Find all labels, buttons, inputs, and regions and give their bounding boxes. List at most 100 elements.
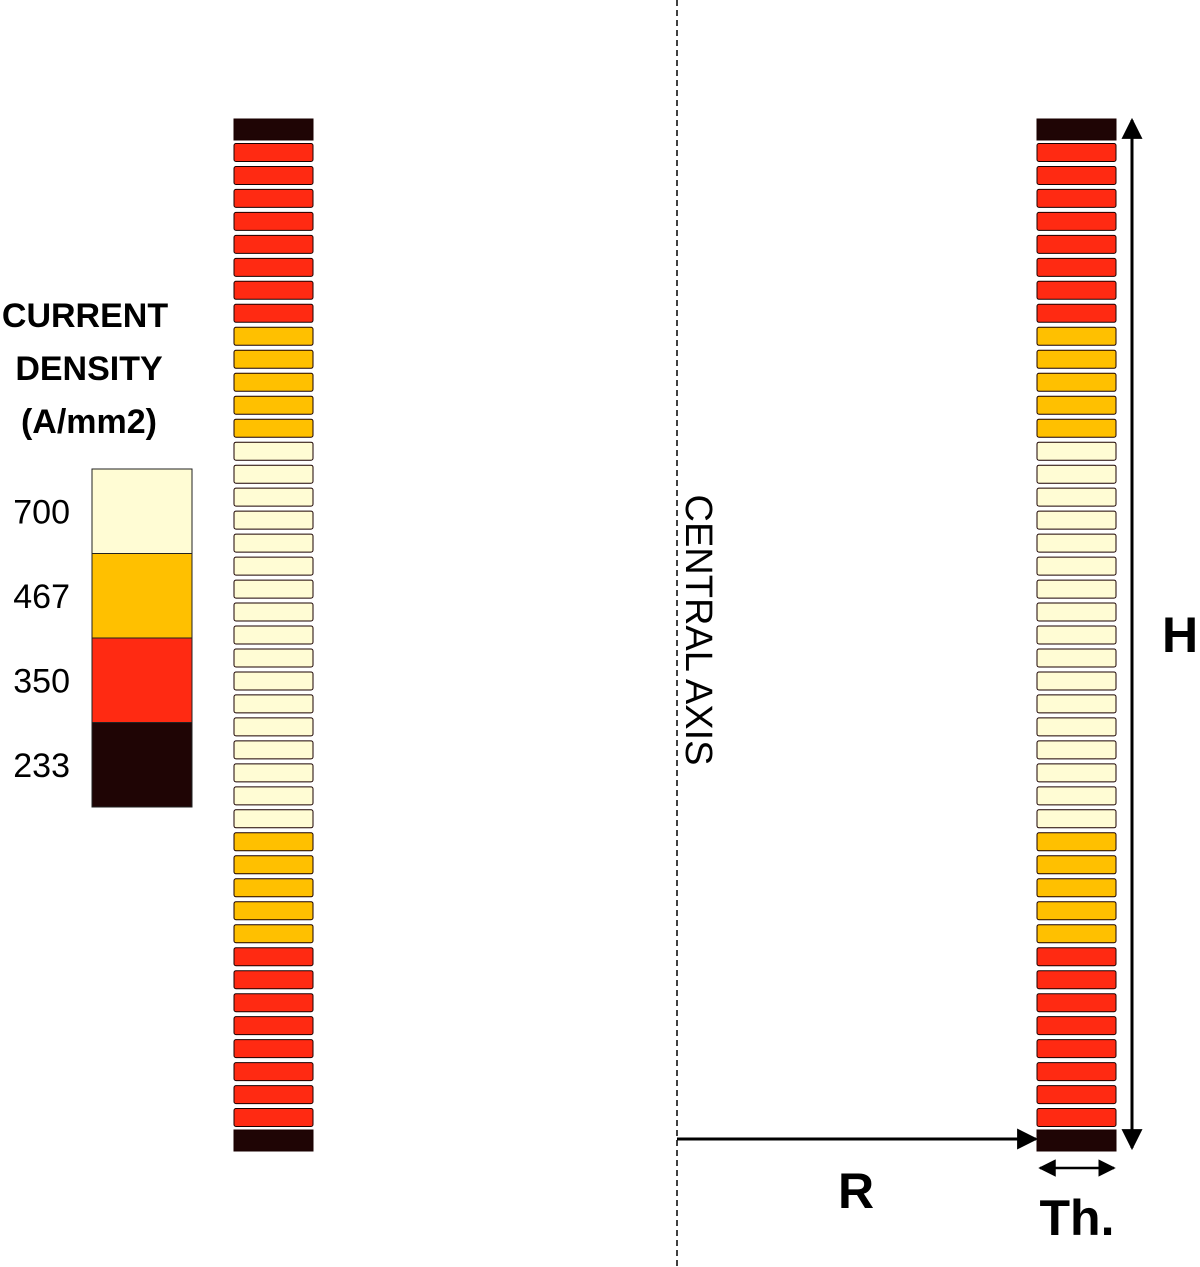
right-pancake-2 xyxy=(1036,143,1117,162)
legend-value-700: 700 xyxy=(13,493,70,531)
legend-title-line-3: (A/mm2) xyxy=(21,403,157,441)
left-pancake-39 xyxy=(233,993,314,1013)
right-pancake-45 xyxy=(1036,1129,1117,1152)
legend-swatch-700 xyxy=(91,468,193,554)
left-pancake-33 xyxy=(233,855,314,875)
right-pancake-35 xyxy=(1036,901,1117,921)
right-pancake-5 xyxy=(1036,211,1117,231)
right-pancake-4 xyxy=(1036,188,1117,208)
left-pancake-34 xyxy=(233,878,314,898)
right-pancake-29 xyxy=(1036,763,1117,783)
legend-title-line-1: CURRENT xyxy=(2,297,168,335)
left-pancake-11 xyxy=(233,349,314,369)
legend-swatch-233 xyxy=(91,722,193,808)
left-pancake-4 xyxy=(233,188,314,208)
right-pancake-9 xyxy=(1036,303,1117,323)
left-pancake-26 xyxy=(233,694,314,714)
left-pancake-25 xyxy=(233,671,314,691)
legend-swatch-467 xyxy=(91,553,193,639)
right-pancake-22 xyxy=(1036,602,1117,622)
left-pancake-30 xyxy=(233,786,314,806)
right-pancake-1 xyxy=(1036,118,1117,141)
right-pancake-39 xyxy=(1036,993,1117,1013)
right-pancake-21 xyxy=(1036,579,1117,599)
left-pancake-8 xyxy=(233,280,314,300)
thickness-label: Th. xyxy=(1040,1190,1115,1246)
left-pancake-45 xyxy=(233,1129,314,1152)
left-pancake-13 xyxy=(233,395,314,415)
right-pancake-43 xyxy=(1036,1085,1117,1105)
legend-value-350: 350 xyxy=(13,662,70,700)
left-pancake-35 xyxy=(233,901,314,921)
coil-left-section xyxy=(233,118,314,1152)
right-pancake-38 xyxy=(1036,970,1117,990)
right-pancake-14 xyxy=(1036,418,1117,438)
left-pancake-32 xyxy=(233,832,314,852)
left-pancake-29 xyxy=(233,763,314,783)
left-pancake-40 xyxy=(233,1016,314,1036)
right-pancake-16 xyxy=(1036,464,1117,484)
left-pancake-23 xyxy=(233,625,314,645)
left-pancake-6 xyxy=(233,234,314,254)
right-pancake-23 xyxy=(1036,625,1117,645)
right-pancake-31 xyxy=(1036,809,1117,829)
right-pancake-25 xyxy=(1036,671,1117,691)
legend-value-467: 467 xyxy=(13,578,70,616)
legend-title-line-2: DENSITY xyxy=(15,350,163,388)
left-pancake-14 xyxy=(233,418,314,438)
left-pancake-27 xyxy=(233,717,314,737)
left-pancake-36 xyxy=(233,924,314,944)
right-pancake-36 xyxy=(1036,924,1117,944)
left-pancake-38 xyxy=(233,970,314,990)
left-pancake-20 xyxy=(233,556,314,576)
left-pancake-19 xyxy=(233,533,314,553)
right-pancake-8 xyxy=(1036,280,1117,300)
right-pancake-32 xyxy=(1036,832,1117,852)
right-pancake-15 xyxy=(1036,441,1117,461)
right-pancake-26 xyxy=(1036,694,1117,714)
right-pancake-33 xyxy=(1036,855,1117,875)
left-pancake-5 xyxy=(233,211,314,231)
left-pancake-28 xyxy=(233,740,314,760)
right-pancake-18 xyxy=(1036,510,1117,530)
right-pancake-10 xyxy=(1036,326,1117,346)
right-pancake-28 xyxy=(1036,740,1117,760)
right-pancake-11 xyxy=(1036,349,1117,369)
right-pancake-40 xyxy=(1036,1016,1117,1036)
right-pancake-3 xyxy=(1036,166,1117,185)
right-pancake-24 xyxy=(1036,648,1117,668)
left-pancake-2 xyxy=(233,143,314,162)
right-pancake-37 xyxy=(1036,947,1117,967)
left-pancake-10 xyxy=(233,326,314,346)
height-label: H xyxy=(1162,607,1198,663)
legend-swatch-350 xyxy=(91,637,193,723)
left-pancake-9 xyxy=(233,303,314,323)
left-pancake-44 xyxy=(233,1108,314,1127)
right-pancake-27 xyxy=(1036,717,1117,737)
right-pancake-30 xyxy=(1036,786,1117,806)
right-pancake-7 xyxy=(1036,257,1117,277)
right-pancake-42 xyxy=(1036,1062,1117,1082)
left-pancake-24 xyxy=(233,648,314,668)
radius-label: R xyxy=(838,1163,874,1219)
legend: CURRENT DENSITY (A/mm2) 700 467 350 233 xyxy=(2,297,193,808)
left-pancake-7 xyxy=(233,257,314,277)
right-pancake-44 xyxy=(1036,1108,1117,1127)
right-pancake-6 xyxy=(1036,234,1117,254)
left-pancake-41 xyxy=(233,1039,314,1059)
legend-value-233: 233 xyxy=(13,747,70,785)
left-pancake-18 xyxy=(233,510,314,530)
left-pancake-16 xyxy=(233,464,314,484)
central-axis-label: CENTRAL AXIS xyxy=(677,494,719,765)
left-pancake-15 xyxy=(233,441,314,461)
coil-right-section xyxy=(1036,118,1117,1152)
left-pancake-42 xyxy=(233,1062,314,1082)
left-pancake-37 xyxy=(233,947,314,967)
right-pancake-19 xyxy=(1036,533,1117,553)
right-pancake-17 xyxy=(1036,487,1117,507)
left-pancake-3 xyxy=(233,166,314,185)
left-pancake-21 xyxy=(233,579,314,599)
left-pancake-12 xyxy=(233,372,314,392)
left-pancake-17 xyxy=(233,487,314,507)
